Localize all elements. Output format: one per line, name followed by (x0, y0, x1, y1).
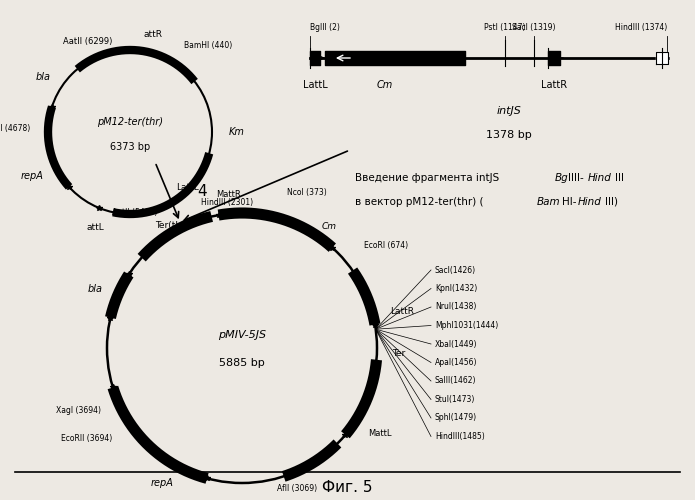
Text: MattR: MattR (216, 190, 241, 199)
Text: Cm: Cm (377, 80, 393, 90)
Text: pMIV-5JS: pMIV-5JS (218, 330, 266, 340)
Text: BglII (2): BglII (2) (310, 23, 340, 32)
Text: MphI1031(1444): MphI1031(1444) (435, 321, 498, 330)
Text: 4: 4 (197, 184, 207, 200)
Text: KpnI(1432): KpnI(1432) (435, 284, 477, 293)
Text: HindIII (1374): HindIII (1374) (615, 23, 667, 32)
Text: lIII-: lIII- (568, 173, 584, 183)
Text: EcoRI (674): EcoRI (674) (364, 241, 408, 250)
Text: Ter: Ter (392, 348, 405, 358)
Text: Фиг. 5: Фиг. 5 (322, 480, 373, 494)
Text: ApaI(1456): ApaI(1456) (435, 358, 477, 367)
Text: repA: repA (151, 478, 173, 488)
Text: Bg: Bg (555, 173, 569, 183)
Text: repA: repA (21, 171, 44, 181)
Text: Ter(thr): Ter(thr) (155, 221, 188, 230)
Text: 5885 bp: 5885 bp (219, 358, 265, 368)
Text: PvuII (4678): PvuII (4678) (0, 124, 30, 133)
Text: LattL: LattL (302, 80, 327, 90)
Text: MattL: MattL (368, 429, 392, 438)
Text: Cm: Cm (322, 222, 337, 231)
Text: NcoI (373): NcoI (373) (286, 188, 327, 197)
Text: EcoRII (3694): EcoRII (3694) (61, 434, 113, 443)
Text: 1378 bp: 1378 bp (486, 130, 532, 140)
Text: AatII (5485): AatII (5485) (112, 208, 158, 218)
Text: LattR: LattR (390, 306, 414, 316)
Text: SacI(1426): SacI(1426) (435, 266, 476, 274)
Text: StuI(1473): StuI(1473) (435, 395, 475, 404)
Text: BamHI (440): BamHI (440) (184, 40, 233, 50)
Text: SalII(1462): SalII(1462) (435, 376, 477, 386)
Text: AatII (6299): AatII (6299) (63, 37, 113, 46)
Text: SacI (1319): SacI (1319) (512, 23, 556, 32)
Text: attL: attL (87, 222, 104, 232)
Text: Km: Km (229, 127, 244, 137)
Text: pM12-ter(thr): pM12-ter(thr) (97, 117, 163, 127)
Text: LattR: LattR (541, 80, 567, 90)
Text: III: III (615, 173, 624, 183)
Text: HindIII (2301): HindIII (2301) (201, 198, 253, 207)
Text: NruI(1438): NruI(1438) (435, 302, 476, 312)
Text: bla: bla (35, 72, 51, 82)
Text: XagI (3694): XagI (3694) (56, 406, 101, 415)
Text: AfII (3069): AfII (3069) (277, 484, 317, 493)
Text: XbaI(1449): XbaI(1449) (435, 340, 477, 348)
Text: bla: bla (88, 284, 103, 294)
Text: Bam: Bam (537, 197, 561, 207)
Text: intJS: intJS (496, 106, 521, 116)
Text: в вектор pM12-ter(thr) (: в вектор pM12-ter(thr) ( (355, 197, 484, 207)
Text: HI-: HI- (562, 197, 576, 207)
Text: HindIII(1485): HindIII(1485) (435, 432, 484, 441)
Text: PstI (1147): PstI (1147) (484, 23, 525, 32)
Text: Hind: Hind (578, 197, 602, 207)
Text: Введение фрагмента intJS: Введение фрагмента intJS (355, 173, 502, 183)
Text: SphI(1479): SphI(1479) (435, 414, 477, 422)
Text: III): III) (605, 197, 618, 207)
Text: LattL: LattL (177, 183, 199, 192)
Text: attR: attR (144, 30, 163, 39)
Text: 6373 bp: 6373 bp (110, 142, 150, 152)
Text: Hind: Hind (588, 173, 612, 183)
